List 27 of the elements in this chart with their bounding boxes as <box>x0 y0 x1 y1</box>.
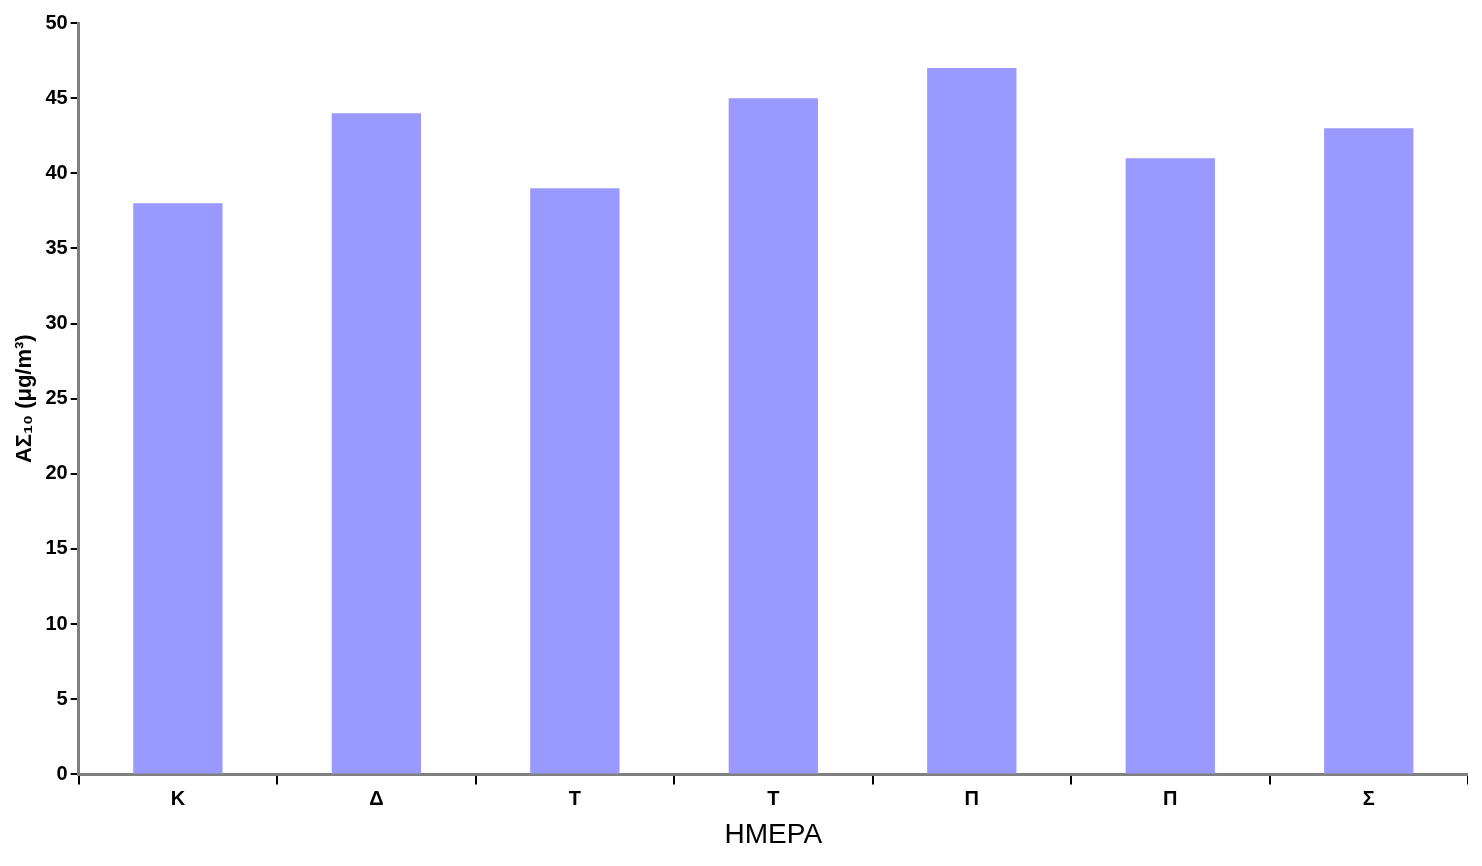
y-tick-label: 25 <box>45 386 68 409</box>
y-tick-label: 45 <box>45 85 68 108</box>
x-tick-label: Κ <box>170 786 186 809</box>
bar <box>728 98 818 774</box>
x-tick-label: Π <box>1163 786 1178 809</box>
bar <box>1125 158 1215 774</box>
y-tick-label: 5 <box>56 686 68 709</box>
bar <box>133 203 223 774</box>
bar <box>1324 128 1414 774</box>
x-tick-label: Τ <box>568 786 581 809</box>
x-tick-label: Δ <box>369 786 384 809</box>
x-tick-label: Σ <box>1362 786 1375 809</box>
x-tick-label: Π <box>964 786 980 809</box>
y-tick-label: 10 <box>45 611 68 634</box>
x-tick-label: Τ <box>767 786 780 809</box>
bar <box>927 68 1017 774</box>
y-tick-label: 30 <box>45 311 68 334</box>
bar <box>530 188 620 774</box>
y-tick-label: 20 <box>45 461 68 484</box>
y-tick-label: 35 <box>45 235 68 258</box>
y-axis-title: ΑΣ₁₀ (μg/m³) <box>11 334 37 464</box>
y-tick-label: 15 <box>45 536 68 559</box>
bar <box>331 113 422 774</box>
y-tick-label: 50 <box>45 10 68 33</box>
y-tick-label: 0 <box>56 761 68 784</box>
x-axis-title: ΗΜΕΡΑ <box>724 817 823 849</box>
y-tick-label: 40 <box>45 160 68 183</box>
